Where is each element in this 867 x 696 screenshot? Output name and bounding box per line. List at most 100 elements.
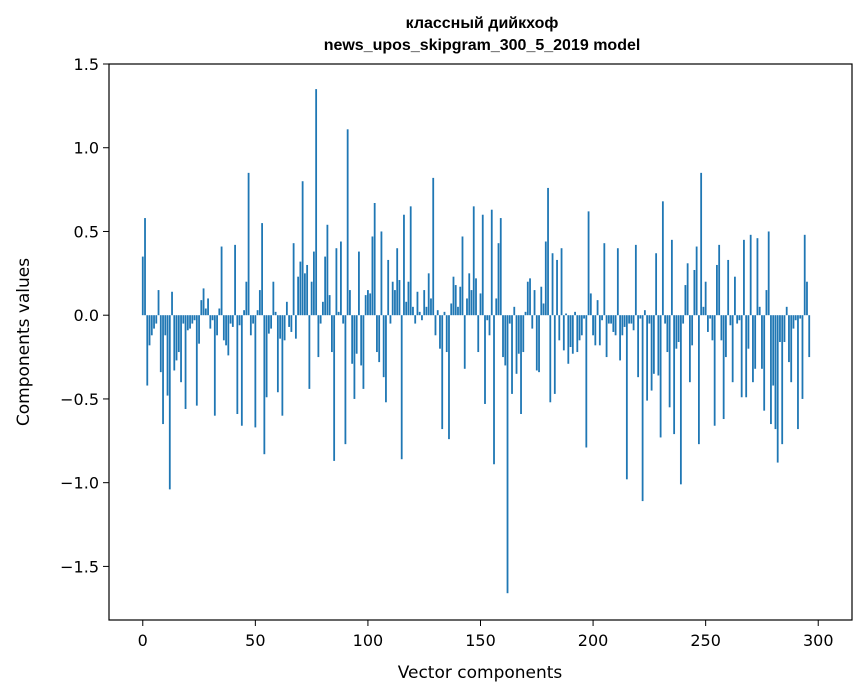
bar-143	[463, 315, 466, 369]
bar-241	[684, 285, 687, 316]
bar-79	[319, 315, 322, 324]
bar-208	[610, 315, 612, 324]
bar-11	[166, 315, 169, 396]
bar-56	[267, 315, 270, 334]
bar-84	[331, 315, 333, 353]
bar-115	[400, 315, 403, 460]
bar-250	[704, 281, 707, 316]
bar-69	[297, 276, 300, 316]
bar-295	[806, 281, 808, 316]
bar-196	[583, 315, 585, 319]
bar-114	[398, 280, 401, 316]
bar-216	[628, 315, 630, 324]
bar-262	[731, 315, 734, 383]
bar-7	[157, 290, 160, 316]
bar-60	[276, 315, 279, 393]
bar-106	[380, 231, 383, 316]
bar-253	[711, 315, 714, 341]
bar-67	[292, 243, 295, 316]
bar-213	[621, 315, 624, 336]
y-tick-label: −0.5	[60, 390, 99, 409]
bar-288	[790, 315, 793, 383]
bar-27	[202, 288, 205, 316]
bar-210	[614, 315, 617, 336]
bar-86	[335, 248, 338, 316]
bar-212	[619, 315, 621, 361]
bar-95	[355, 315, 358, 354]
bar-221	[639, 315, 642, 319]
y-tick-label: −1.0	[60, 474, 99, 493]
bar-257	[720, 315, 723, 341]
bar-26	[200, 300, 203, 316]
bar-258	[722, 315, 725, 420]
bar-17	[180, 315, 182, 383]
x-tick-label: 150	[465, 631, 496, 650]
bar-44	[240, 315, 243, 426]
x-tick-label: 200	[578, 631, 609, 650]
bar-12	[168, 315, 171, 490]
bar-185	[558, 315, 561, 341]
bar-278	[767, 231, 770, 316]
bar-284	[781, 315, 784, 445]
bar-286	[785, 306, 788, 316]
bar-204	[601, 315, 603, 321]
bar-260	[727, 259, 730, 316]
bar-117	[405, 301, 408, 316]
bar-233	[666, 315, 669, 353]
bar-161	[504, 315, 507, 366]
bar-113	[396, 248, 399, 316]
bar-110	[389, 315, 392, 324]
bar-234	[668, 315, 671, 408]
bar-70	[299, 261, 302, 316]
bar-177	[540, 286, 543, 316]
bar-277	[765, 290, 768, 316]
bar-189	[567, 315, 570, 364]
bar-197	[585, 315, 588, 448]
bar-217	[630, 315, 633, 324]
bar-224	[646, 315, 649, 401]
bar-88	[340, 241, 342, 316]
bar-58	[272, 281, 275, 316]
bar-167	[517, 315, 520, 354]
y-tick-label: −1.5	[60, 557, 99, 576]
bar-231	[661, 201, 664, 316]
bar-6	[155, 315, 158, 324]
bar-195	[580, 315, 583, 336]
bar-188	[565, 313, 567, 316]
bar-226	[650, 315, 653, 391]
bar-168	[520, 315, 522, 415]
bar-272	[754, 315, 757, 369]
x-axis-ticks: 0 50 100 150 200 250 300	[138, 620, 834, 650]
bar-280	[772, 315, 775, 386]
plot-frame	[108, 63, 853, 621]
y-tick-label: 1.0	[74, 139, 99, 158]
bar-75	[310, 281, 313, 316]
bar-283	[779, 315, 781, 342]
bar-138	[452, 276, 455, 316]
bar-206	[605, 315, 608, 358]
bar-102	[371, 236, 374, 316]
bar-183	[553, 315, 556, 394]
bar-219	[634, 244, 637, 316]
bar-72	[303, 273, 306, 316]
bar-71	[301, 181, 304, 316]
bar-63	[283, 315, 286, 341]
bar-82	[326, 224, 329, 316]
bar-227	[652, 315, 655, 374]
bar-294	[803, 234, 806, 316]
bar-247	[698, 315, 700, 445]
bar-21	[189, 315, 191, 329]
bar-1	[144, 218, 146, 316]
bar-160	[502, 315, 504, 358]
bar-220	[637, 315, 640, 378]
bar-64	[285, 301, 288, 316]
bar-202	[596, 300, 599, 316]
bar-22	[191, 315, 194, 324]
bar-193	[576, 315, 579, 353]
bar-10	[164, 315, 167, 336]
bar-101	[369, 293, 372, 316]
bar-0	[141, 256, 144, 316]
bar-85	[333, 315, 336, 461]
bar-42	[236, 315, 239, 415]
